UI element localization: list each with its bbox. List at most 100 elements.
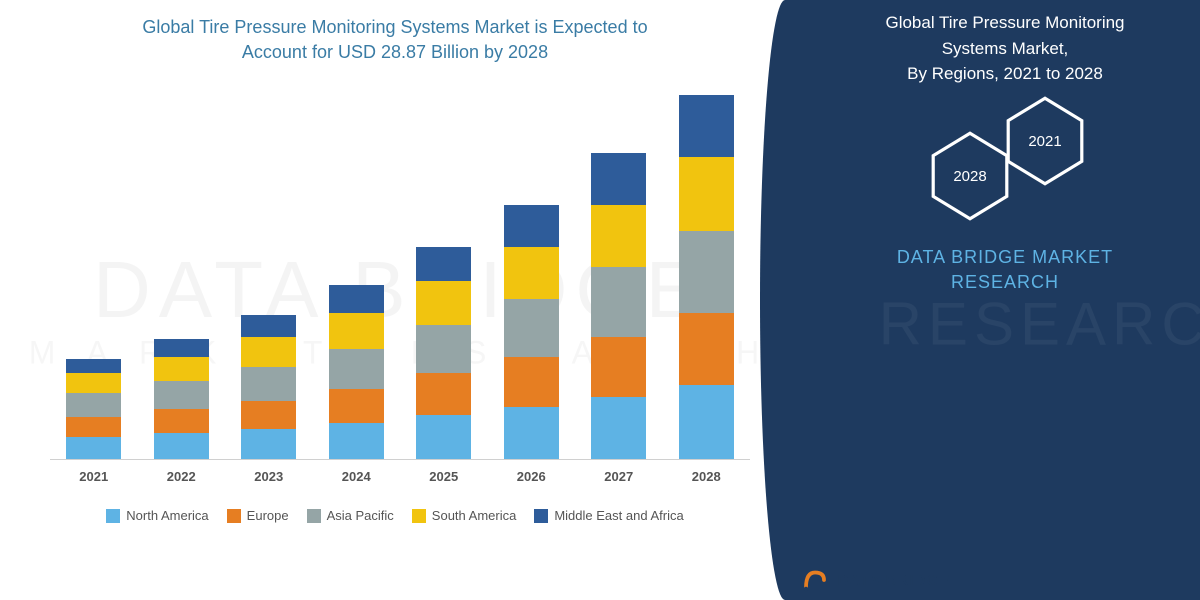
bar-segment xyxy=(504,247,559,299)
bar-segment xyxy=(241,315,296,337)
hexagon-2028: 2028 xyxy=(930,130,1010,222)
bar-group: 2028 xyxy=(679,95,734,459)
chart-title: Global Tire Pressure Monitoring Systems … xyxy=(20,15,770,65)
bar-segment xyxy=(154,433,209,459)
bar-segment xyxy=(66,417,121,437)
bars-container: 2021 2022 2023 2024 2025 2026 2027 2028 xyxy=(50,90,750,460)
x-axis-label: 2025 xyxy=(429,469,458,484)
hex-label-2028: 2028 xyxy=(953,168,986,185)
right-watermark: RESEARCH xyxy=(879,290,1200,359)
chart-title-line1: Global Tire Pressure Monitoring Systems … xyxy=(142,17,647,37)
footer-logo-text: DATA BRIDGE xyxy=(838,572,950,589)
right-panel: Global Tire Pressure Monitoring Systems … xyxy=(790,0,1200,600)
bar-segment xyxy=(679,385,734,459)
right-title-line1: Global Tire Pressure Monitoring xyxy=(885,13,1124,32)
bar-segment xyxy=(329,389,384,423)
bar-segment xyxy=(66,373,121,393)
bar-segment xyxy=(329,349,384,389)
x-axis-label: 2022 xyxy=(167,469,196,484)
legend-swatch xyxy=(307,509,321,523)
bar-group: 2026 xyxy=(504,205,559,459)
bar-segment xyxy=(416,373,471,415)
chart-area: DATA BRIDGE M A R K E T R E S E A R C H … xyxy=(40,80,760,500)
bar-segment xyxy=(66,359,121,373)
brand-text: DATA BRIDGE MARKET RESEARCH xyxy=(830,245,1180,295)
legend-item: Europe xyxy=(227,508,289,523)
bar-segment xyxy=(504,299,559,357)
bar-segment xyxy=(66,437,121,459)
bar-segment xyxy=(504,357,559,407)
bar-segment xyxy=(591,205,646,267)
legend-swatch xyxy=(412,509,426,523)
footer-logo: DATA BRIDGE xyxy=(800,565,950,595)
bar-segment xyxy=(679,313,734,385)
bar-group: 2025 xyxy=(416,247,471,459)
legend-item: South America xyxy=(412,508,517,523)
legend-label: North America xyxy=(126,508,208,523)
right-title-line2: Systems Market, xyxy=(942,39,1069,58)
right-panel-title: Global Tire Pressure Monitoring Systems … xyxy=(830,10,1180,87)
bar-stack xyxy=(504,205,559,459)
bar-segment xyxy=(241,429,296,459)
legend-swatch xyxy=(106,509,120,523)
bar-segment xyxy=(416,281,471,325)
bar-segment xyxy=(591,397,646,459)
bar-segment xyxy=(416,325,471,373)
bar-segment xyxy=(679,231,734,313)
x-axis-label: 2023 xyxy=(254,469,283,484)
chart-section: Global Tire Pressure Monitoring Systems … xyxy=(0,0,790,600)
chart-title-line2: Account for USD 28.87 Billion by 2028 xyxy=(242,42,548,62)
bar-segment xyxy=(591,337,646,397)
bar-segment xyxy=(329,313,384,349)
x-axis-label: 2026 xyxy=(517,469,546,484)
bar-segment xyxy=(241,367,296,401)
bar-segment xyxy=(504,407,559,459)
bar-segment xyxy=(416,247,471,281)
legend-item: Middle East and Africa xyxy=(534,508,683,523)
main-container: Global Tire Pressure Monitoring Systems … xyxy=(0,0,1200,600)
bar-group: 2024 xyxy=(329,285,384,459)
bar-stack xyxy=(329,285,384,459)
legend-swatch xyxy=(534,509,548,523)
legend-label: Middle East and Africa xyxy=(554,508,683,523)
right-title-line3: By Regions, 2021 to 2028 xyxy=(907,64,1103,83)
bar-group: 2021 xyxy=(66,359,121,459)
bar-stack xyxy=(416,247,471,459)
bar-stack xyxy=(591,153,646,459)
bar-segment xyxy=(591,153,646,205)
legend-label: South America xyxy=(432,508,517,523)
bar-segment xyxy=(241,401,296,429)
bar-group: 2022 xyxy=(154,339,209,459)
bar-segment xyxy=(154,339,209,357)
bar-segment xyxy=(241,337,296,367)
bar-stack xyxy=(679,95,734,459)
bar-stack xyxy=(154,339,209,459)
bar-segment xyxy=(154,409,209,433)
x-axis-label: 2021 xyxy=(79,469,108,484)
legend-item: North America xyxy=(106,508,208,523)
bar-stack xyxy=(241,315,296,459)
bar-group: 2023 xyxy=(241,315,296,459)
legend-label: Europe xyxy=(247,508,289,523)
bar-segment xyxy=(591,267,646,337)
x-axis-label: 2024 xyxy=(342,469,371,484)
hex-label-2021: 2021 xyxy=(1028,133,1061,150)
legend-label: Asia Pacific xyxy=(327,508,394,523)
bar-segment xyxy=(66,393,121,417)
bar-segment xyxy=(679,95,734,157)
bar-segment xyxy=(416,415,471,459)
bar-group: 2027 xyxy=(591,153,646,459)
bar-segment xyxy=(154,357,209,381)
bar-segment xyxy=(679,157,734,231)
bar-segment xyxy=(329,423,384,459)
bar-segment xyxy=(154,381,209,409)
x-axis-label: 2027 xyxy=(604,469,633,484)
bar-stack xyxy=(66,359,121,459)
legend-item: Asia Pacific xyxy=(307,508,394,523)
brand-line2: RESEARCH xyxy=(951,272,1059,292)
bar-segment xyxy=(504,205,559,247)
footer-logo-icon xyxy=(800,565,830,595)
hexagon-2021: 2021 xyxy=(1005,95,1085,187)
brand-line1: DATA BRIDGE MARKET xyxy=(897,247,1113,267)
bar-segment xyxy=(329,285,384,313)
